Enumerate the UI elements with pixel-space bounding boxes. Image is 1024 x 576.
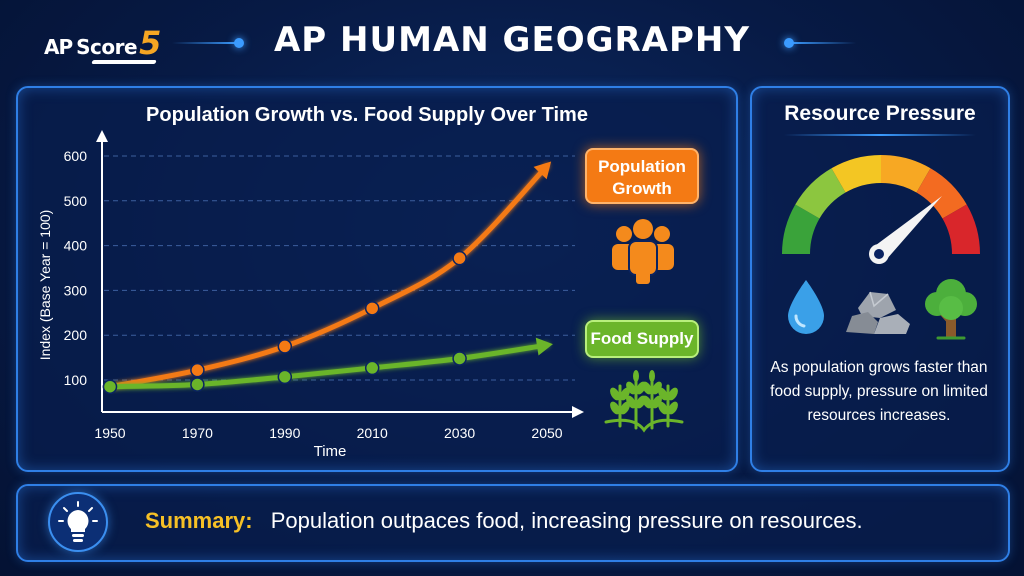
chart-title: Population Growth vs. Food Supply Over T… [146, 104, 588, 126]
y-tick-label: 400 [64, 238, 88, 254]
lightbulb-icon [58, 501, 98, 542]
logo-score: Score [76, 35, 138, 59]
line-chart: 100 200 300 400 500 600 1950 1970 1990 2010 2030 20… [37, 130, 584, 460]
title-divider-left [172, 42, 238, 44]
people-group-icon [612, 219, 674, 284]
population-growth-point [190, 362, 205, 378]
y-axis-label: Index (Base Year = 100) [37, 210, 53, 361]
logo-five: 5 [139, 24, 162, 62]
food-supply-line [107, 342, 550, 390]
gauge-icon [782, 155, 980, 264]
food-supply-point [190, 377, 205, 392]
x-tick-label: 1950 [94, 425, 125, 441]
page-title: AP HUMAN GEOGRAPHY [273, 20, 750, 60]
x-tick-label: 1990 [269, 425, 300, 441]
population-growth-point [364, 301, 380, 316]
population-growth-point [277, 339, 293, 354]
population-growth-arrowhead [533, 161, 552, 180]
resource-title-underline [784, 134, 976, 136]
resource-title: Resource Pressure [784, 102, 976, 125]
food-supply-point [277, 369, 293, 385]
x-tick-label: 2050 [531, 425, 562, 441]
rocks-icon [846, 291, 910, 334]
resource-panel [750, 86, 1010, 472]
x-tick-label: 2010 [357, 425, 388, 441]
summary-panel [16, 484, 1010, 562]
summary-text: Population outpaces food, increasing pre… [270, 508, 863, 533]
tree-icon [925, 279, 977, 340]
y-tick-label: 300 [64, 282, 88, 298]
summary-label: Summary: [145, 508, 253, 533]
y-axis-arrow [96, 130, 108, 142]
wheat-icon [604, 370, 684, 433]
y-tick-label: 600 [64, 148, 88, 164]
title-dot-left [234, 38, 244, 48]
summary-line: Summary: Population outpaces food, incre… [145, 508, 863, 534]
food-supply-point [452, 351, 467, 366]
x-tick-label: 2030 [444, 425, 475, 441]
food-supply-tag: Food Supply [585, 320, 699, 358]
population-growth-point [452, 250, 467, 266]
population-growth-tag: Population Growth [585, 148, 699, 204]
x-axis-label: Time [314, 443, 347, 460]
y-tick-label: 500 [64, 193, 88, 209]
food-supply-point [102, 379, 118, 394]
title-dot-right [784, 38, 794, 48]
y-tick-label: 100 [64, 372, 88, 388]
y-tick-label: 200 [64, 327, 88, 343]
food-supply-arrowhead [535, 337, 553, 356]
x-axis-arrow [572, 406, 584, 418]
food-supply-point [364, 360, 380, 376]
apscore-logo: AP Score 5 [44, 24, 162, 62]
lightbulb-badge [48, 492, 108, 552]
logo-ap: AP [44, 35, 73, 59]
water-drop-icon [788, 280, 824, 334]
x-tick-label: 1970 [182, 425, 213, 441]
resource-description: As population grows faster than food sup… [770, 359, 988, 424]
